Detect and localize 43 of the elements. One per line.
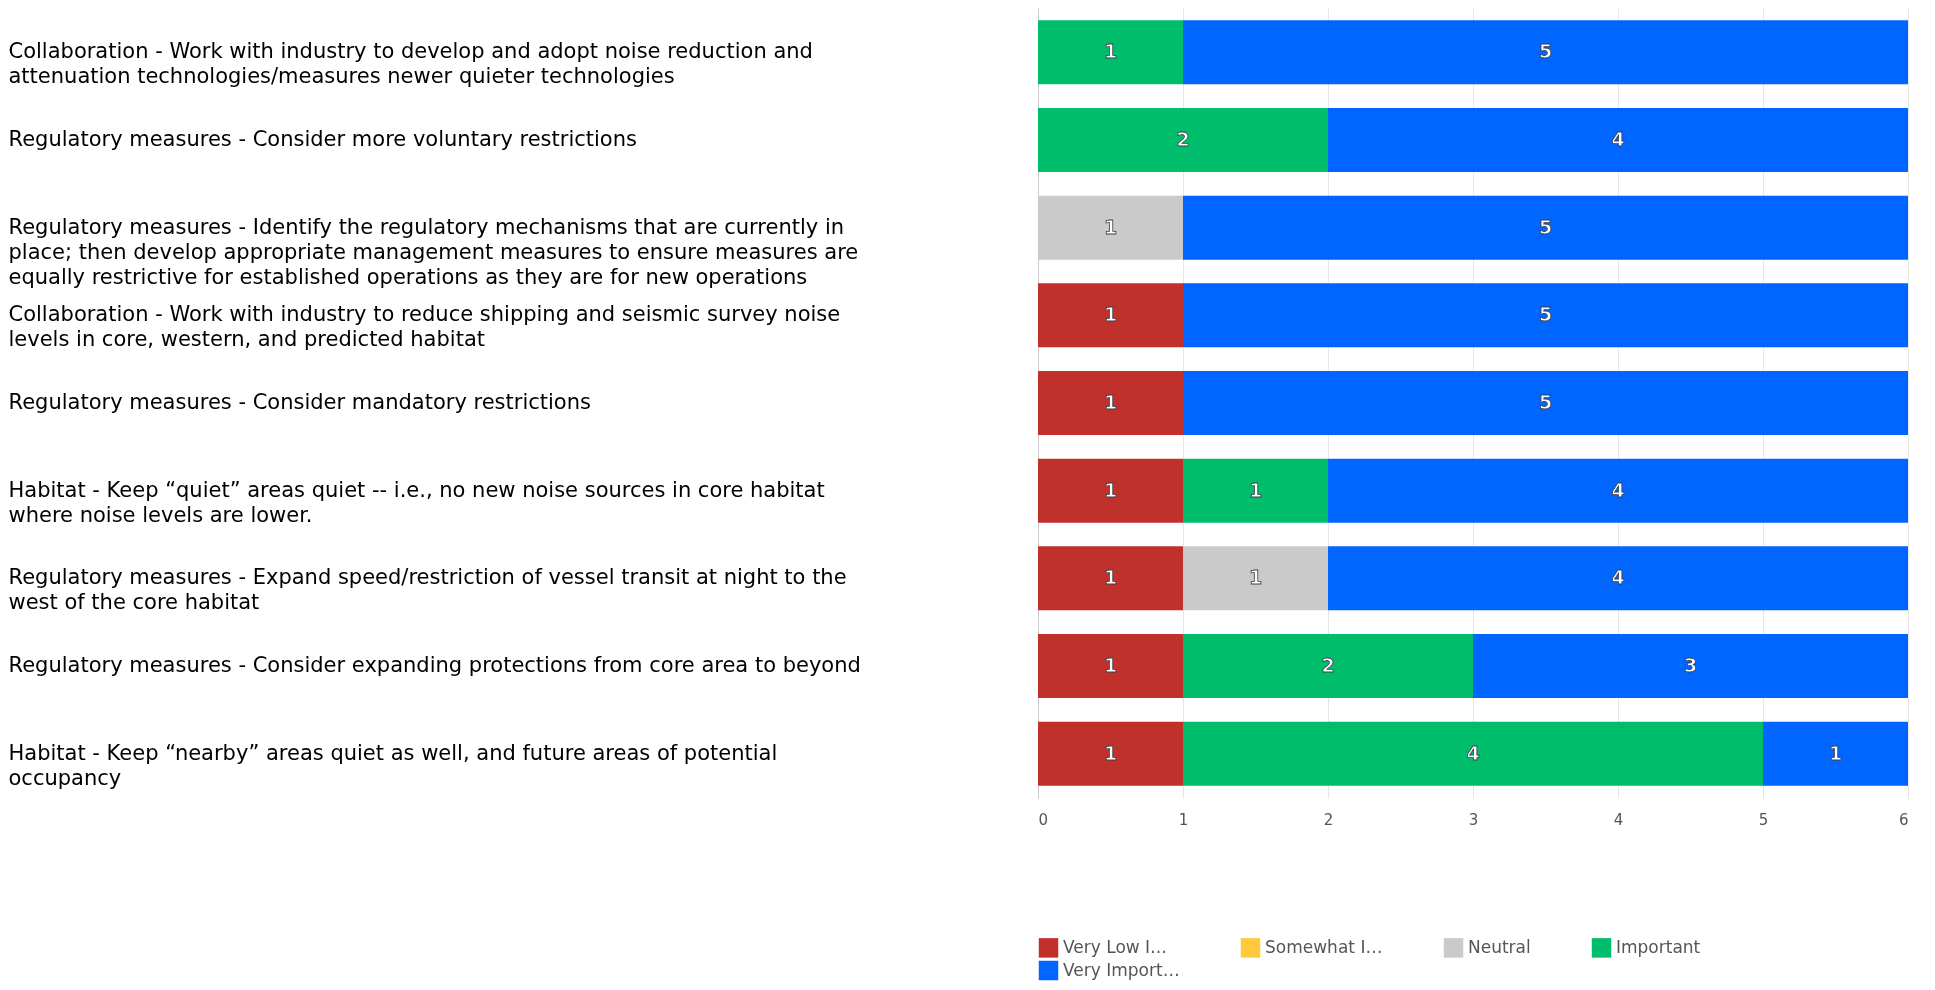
- y-tick-label: Collaboration - Work with industry to develop and adopt noise reduction and attenuation technologies/measures newer quieter technologies: [8, 39, 813, 89]
- y-tick-label: Habitat - Keep “quiet” areas quiet -- i.e., no new noise sources in core habitat where noise levels are lower.: [8, 477, 825, 527]
- data-label: 1: [1248, 478, 1263, 501]
- x-tick-label: 4: [1613, 810, 1624, 829]
- data-label: 1: [1103, 303, 1118, 326]
- legend-label: Very Import…: [1063, 959, 1180, 980]
- data-label: 5: [1538, 215, 1553, 238]
- legend-label: Somewhat I…: [1265, 936, 1383, 957]
- data-label: 1: [1103, 741, 1118, 764]
- data-label: 4: [1466, 741, 1480, 764]
- x-tick-label: 5: [1758, 810, 1769, 829]
- data-label: 3: [1683, 654, 1698, 677]
- data-label: 1: [1828, 741, 1843, 764]
- legend-label: Very Low I…: [1063, 936, 1168, 957]
- data-label: 1: [1103, 40, 1118, 63]
- y-tick-label: Regulatory measures - Consider mandatory restrictions: [8, 390, 591, 414]
- x-tick-label: 2: [1323, 810, 1334, 829]
- data-label: 4: [1611, 478, 1625, 501]
- data-label: 1: [1103, 566, 1118, 589]
- data-label: 2: [1176, 127, 1190, 150]
- data-label: 1: [1103, 478, 1118, 501]
- data-label: 5: [1538, 40, 1553, 63]
- legend-label: Neutral: [1468, 936, 1531, 957]
- y-tick-label: Regulatory measures - Identify the regulatory mechanisms that are currently in place; then develop appropriate management measures to ensure measures are equally restrictive for established operations as they are for new operations: [8, 214, 859, 289]
- data-label: 5: [1538, 391, 1553, 413]
- data-label: 1: [1103, 215, 1118, 238]
- data-label: 4: [1611, 127, 1625, 150]
- x-tick-label: 3: [1468, 810, 1479, 829]
- data-label: 4: [1611, 566, 1625, 589]
- data-label: 1: [1103, 391, 1118, 413]
- data-label: 2: [1321, 654, 1335, 677]
- legend-label: Important: [1616, 936, 1701, 957]
- x-tick-label: 1: [1178, 810, 1189, 829]
- x-tick-label: 6: [1898, 810, 1909, 829]
- y-tick-label: Habitat - Keep “nearby” areas quiet as well, and future areas of potential occupancy: [8, 740, 778, 790]
- y-tick-label: Regulatory measures - Consider expanding protections from core area to beyond: [8, 653, 861, 678]
- x-tick-label: 0: [1038, 810, 1049, 829]
- data-label: 1: [1248, 566, 1263, 589]
- y-tick-label: Regulatory measures - Consider more voluntary restrictions: [8, 126, 637, 151]
- data-label: 5: [1538, 303, 1553, 326]
- y-tick-label: Collaboration - Work with industry to reduce shipping and seismic survey noise levels in core, western, and predicted habitat: [8, 302, 841, 352]
- data-label: 1: [1103, 654, 1118, 677]
- y-tick-label: Regulatory measures - Expand speed/restriction of vessel transit at night to the west of the core habitat: [8, 565, 847, 615]
